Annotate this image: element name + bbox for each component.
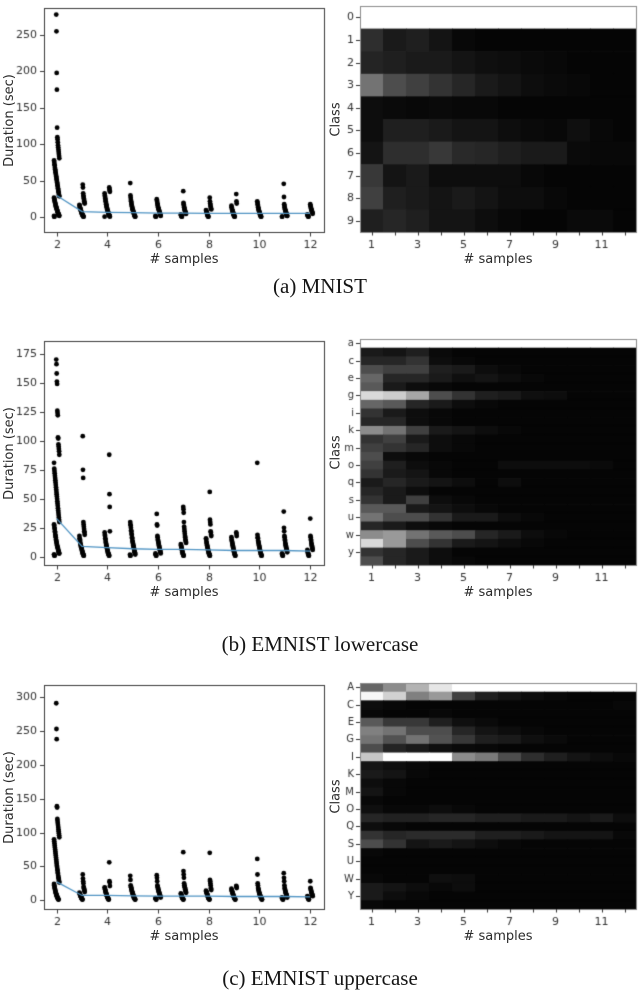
emnist-lowercase-duration-scatter: Duration (sec) # samples bbox=[0, 333, 330, 609]
samples-axis-label: # samples bbox=[149, 585, 219, 600]
samples-axis-label: # samples bbox=[149, 252, 219, 267]
mnist-scatter-canvas bbox=[0, 0, 330, 276]
caption-emnist-uppercase: (c) EMNIST uppercase bbox=[222, 966, 418, 990]
emnist-lowercase-heatmap-canvas bbox=[330, 333, 640, 609]
caption-mnist: (a) MNIST bbox=[273, 274, 367, 298]
emnist-uppercase-heatmap-canvas bbox=[330, 677, 640, 953]
samples-axis-label: # samples bbox=[149, 929, 219, 944]
emnist-uppercase-duration-scatter: Duration (sec) # samples bbox=[0, 677, 330, 953]
mnist-duration-scatter: Duration (sec) # samples bbox=[0, 0, 330, 276]
mnist-class-heatmap: Class # samples bbox=[329, 0, 640, 276]
emnist-lowercase-scatter-canvas bbox=[0, 333, 330, 609]
panel-emnist-lowercase: Duration (sec) # samples Class # samples bbox=[0, 333, 640, 609]
panel-emnist-uppercase: Duration (sec) # samples Class # samples bbox=[0, 677, 640, 953]
panel-mnist: Duration (sec) # samples Class # samples bbox=[0, 0, 640, 276]
emnist-lowercase-class-heatmap: Class # samples bbox=[329, 333, 640, 609]
samples-axis-label: # samples bbox=[463, 252, 533, 267]
samples-axis-label: # samples bbox=[463, 585, 533, 600]
emnist-uppercase-scatter-canvas bbox=[0, 677, 330, 953]
caption-emnist-lowercase: (b) EMNIST lowercase bbox=[221, 632, 419, 656]
mnist-heatmap-canvas bbox=[330, 0, 640, 276]
samples-axis-label: # samples bbox=[463, 929, 533, 944]
emnist-uppercase-class-heatmap: Class # samples bbox=[329, 677, 640, 953]
